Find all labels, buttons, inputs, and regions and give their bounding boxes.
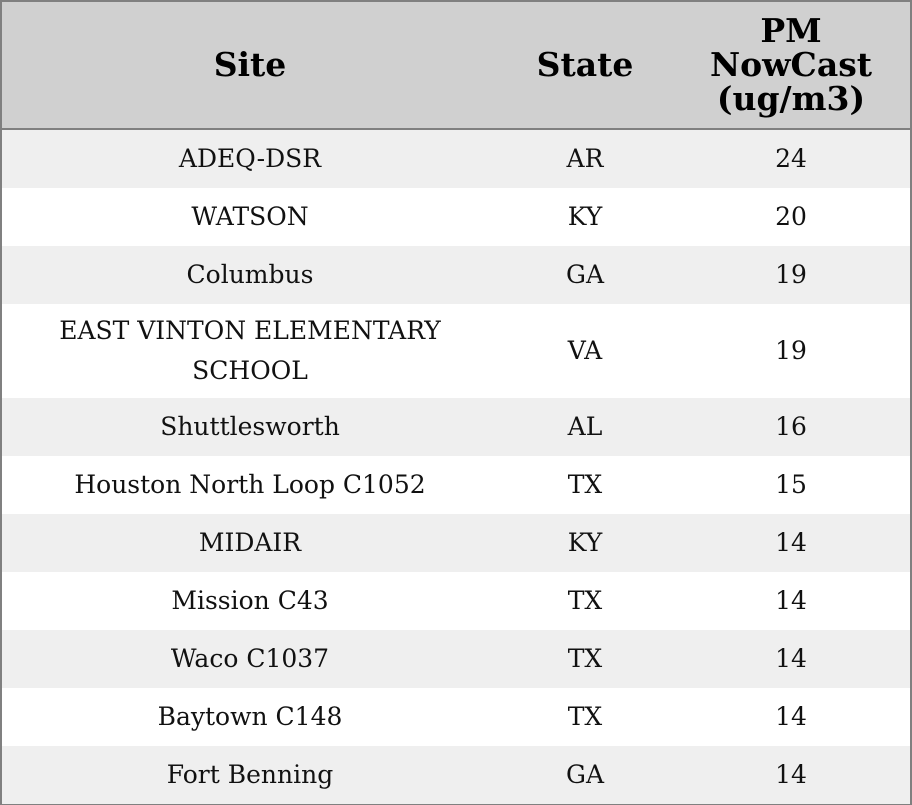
cell-state: TX (498, 630, 672, 688)
cell-state: AL (498, 398, 672, 456)
cell-pm-nowcast: 14 (672, 514, 910, 572)
cell-pm-nowcast: 14 (672, 746, 910, 804)
column-header-pm-nowcast: PM NowCast (ug/m3) (672, 2, 910, 130)
cell-pm-nowcast: 24 (672, 129, 910, 188)
cell-site: Waco C1037 (2, 630, 498, 688)
cell-site: WATSON (2, 188, 498, 246)
cell-site: ADEQ-DSR (2, 129, 498, 188)
header-row: Site State PM NowCast (ug/m3) (2, 2, 910, 130)
cell-pm-nowcast: 16 (672, 398, 910, 456)
table-row: Columbus GA 19 (2, 246, 910, 304)
table-row: Waco C1037 TX 14 (2, 630, 910, 688)
cell-site: MIDAIR (2, 514, 498, 572)
cell-state: TX (498, 572, 672, 630)
cell-state: GA (498, 246, 672, 304)
cell-site: Houston North Loop C1052 (2, 456, 498, 514)
table-row: MIDAIR KY 14 (2, 514, 910, 572)
table-header: Site State PM NowCast (ug/m3) (2, 2, 910, 130)
table-row: WATSON KY 20 (2, 188, 910, 246)
table-row: EAST VINTON ELEMENTARY SCHOOL VA 19 (2, 304, 910, 398)
cell-state: VA (498, 304, 672, 398)
cell-pm-nowcast: 14 (672, 630, 910, 688)
cell-state: TX (498, 456, 672, 514)
table-row: Shuttlesworth AL 16 (2, 398, 910, 456)
table-row: Mission C43 TX 14 (2, 572, 910, 630)
table-body: ADEQ-DSR AR 24 WATSON KY 20 Columbus GA 19 EAST V… (2, 129, 910, 804)
table-row: Baytown C148 TX 14 (2, 688, 910, 746)
cell-pm-nowcast: 19 (672, 304, 910, 398)
table-row: Houston North Loop C1052 TX 15 (2, 456, 910, 514)
cell-pm-nowcast: 15 (672, 456, 910, 514)
cell-state: KY (498, 188, 672, 246)
cell-state: TX (498, 688, 672, 746)
cell-state: KY (498, 514, 672, 572)
column-header-state: State (498, 2, 672, 130)
table-row: ADEQ-DSR AR 24 (2, 129, 910, 188)
cell-pm-nowcast: 20 (672, 188, 910, 246)
column-header-site: Site (2, 2, 498, 130)
cell-site: Columbus (2, 246, 498, 304)
cell-pm-nowcast: 19 (672, 246, 910, 304)
cell-site: Mission C43 (2, 572, 498, 630)
table-row: Fort Benning GA 14 (2, 746, 910, 804)
cell-site: Baytown C148 (2, 688, 498, 746)
cell-site: Fort Benning (2, 746, 498, 804)
cell-pm-nowcast: 14 (672, 688, 910, 746)
cell-pm-nowcast: 14 (672, 572, 910, 630)
cell-site: Shuttlesworth (2, 398, 498, 456)
cell-state: AR (498, 129, 672, 188)
cell-state: GA (498, 746, 672, 804)
cell-site: EAST VINTON ELEMENTARY SCHOOL (2, 304, 498, 398)
